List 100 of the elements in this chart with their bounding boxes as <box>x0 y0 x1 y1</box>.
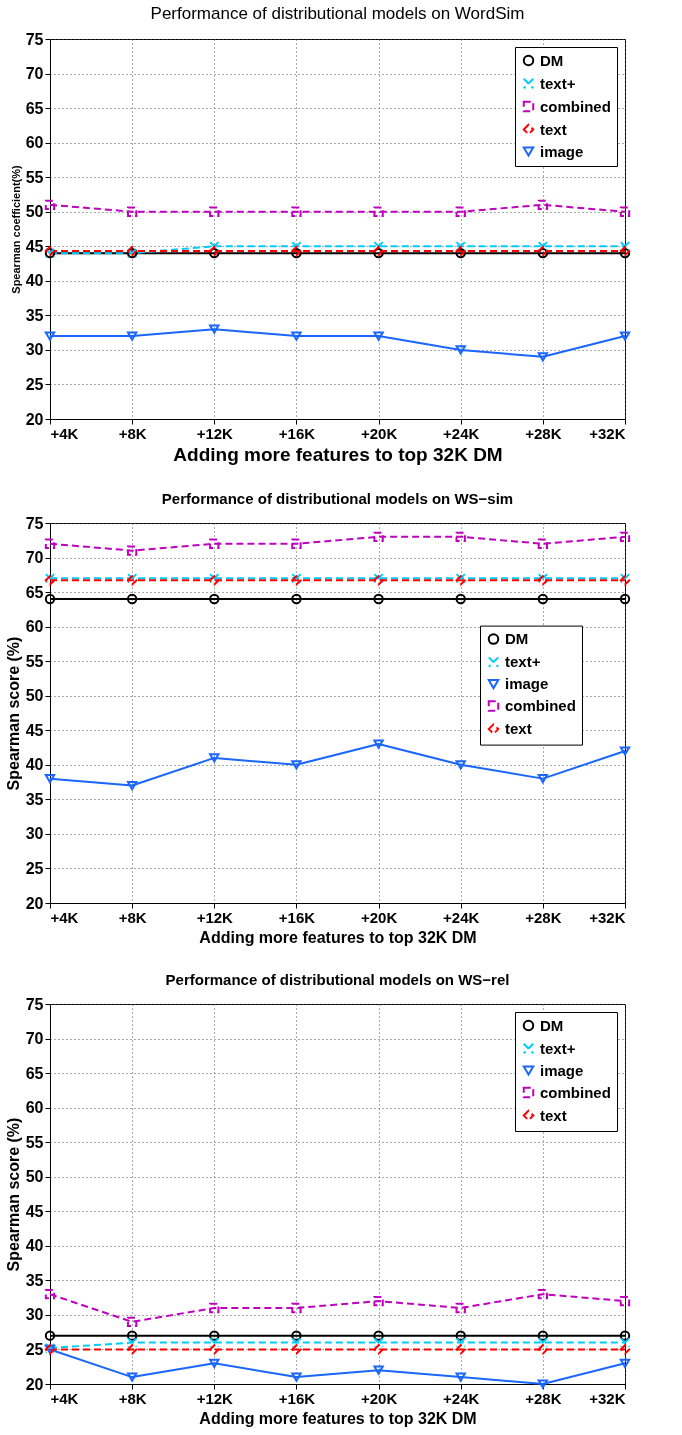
y-axis-title: Spearman coefficient(%) <box>9 164 22 294</box>
point <box>126 1372 138 1382</box>
y-tick-label: 35 <box>25 790 44 808</box>
y-tick-label: 65 <box>25 99 44 117</box>
point <box>373 206 384 217</box>
point <box>373 1365 384 1375</box>
x-tick-label: +4K <box>50 1389 79 1407</box>
point <box>291 1302 302 1314</box>
point <box>537 1289 549 1300</box>
point <box>291 1337 302 1348</box>
point <box>291 206 302 217</box>
point <box>291 538 302 549</box>
point <box>209 206 220 217</box>
x-tick-label: +28K <box>525 908 562 926</box>
chart-title: Performance of distributional models on WordSim <box>150 4 525 23</box>
legend-label: text <box>540 1106 567 1124</box>
point <box>126 1330 138 1341</box>
x-tick-label: +4K <box>50 908 79 926</box>
legend-label: text+ <box>540 74 576 92</box>
point <box>455 345 466 355</box>
point <box>537 774 549 784</box>
y-tick-label: 60 <box>25 1099 44 1117</box>
chart-title: Performance of distributional models on WS−sim <box>161 490 514 507</box>
legend-label: combined <box>540 1083 611 1101</box>
point <box>126 1337 138 1348</box>
point <box>373 531 384 542</box>
point <box>619 1295 631 1307</box>
point <box>291 1344 302 1355</box>
y-tick-label: 50 <box>25 687 44 705</box>
point <box>126 206 138 217</box>
x-tick-label: +16K <box>278 424 316 442</box>
x-axis-title: Adding more features to top 32K DM <box>173 443 503 465</box>
y-tick-label: 75 <box>25 514 44 532</box>
y-tick-label: 65 <box>25 583 44 601</box>
chart-title: Performance of distributional models on WS−rel <box>165 971 510 988</box>
point <box>209 1337 220 1348</box>
point <box>44 774 56 784</box>
point <box>619 1330 631 1341</box>
y-tick-label: 25 <box>25 1340 44 1358</box>
point <box>455 241 466 252</box>
point <box>455 1372 466 1382</box>
point <box>209 593 220 605</box>
x-tick-label: +20K <box>360 1389 398 1407</box>
point <box>537 1379 549 1389</box>
x-tick-label: +32K <box>589 908 626 926</box>
point <box>537 538 549 549</box>
point <box>455 1337 466 1348</box>
point <box>619 206 631 217</box>
x-tick-label: +24K <box>443 908 480 926</box>
legend-label: DM <box>540 51 564 69</box>
point <box>126 545 138 556</box>
point <box>537 199 549 210</box>
y-tick-label: 60 <box>25 134 44 152</box>
y-tick-label: 70 <box>25 1030 44 1048</box>
y-tick-label: 30 <box>25 825 44 843</box>
point <box>373 1344 384 1355</box>
legend-label: image <box>505 675 549 693</box>
point <box>126 780 138 791</box>
point <box>373 1337 384 1348</box>
legend-label: combined <box>505 697 576 715</box>
point <box>209 1302 220 1314</box>
x-tick-label: +24K <box>443 1389 480 1407</box>
point <box>209 1344 220 1355</box>
y-tick-label: 35 <box>25 306 44 324</box>
point <box>291 760 302 770</box>
x-tick-label: +4K <box>50 424 79 442</box>
y-tick-label: 40 <box>25 272 44 290</box>
x-tick-label: +28K <box>525 1389 562 1407</box>
point <box>44 1330 56 1341</box>
x-axis-title: Adding more features to top 32K DM <box>199 928 477 946</box>
point <box>619 746 631 756</box>
y-tick-label: 45 <box>25 1202 44 1220</box>
point <box>619 593 631 605</box>
point <box>44 593 56 605</box>
y-tick-label: 55 <box>25 1133 44 1151</box>
point <box>373 1330 384 1341</box>
point <box>209 324 220 334</box>
point <box>44 331 56 341</box>
legend-label: text+ <box>505 653 541 671</box>
x-tick-label: +8K <box>118 424 147 442</box>
x-tick-label: +16K <box>278 1389 316 1407</box>
x-tick-label: +32K <box>589 424 626 442</box>
x-tick-label: +12K <box>196 1389 234 1407</box>
point <box>373 739 384 749</box>
y-tick-label: 75 <box>25 30 44 48</box>
x-tick-label: +12K <box>196 424 234 442</box>
y-tick-label: 20 <box>25 1375 44 1393</box>
y-axis-title: Spearman score (%) <box>4 636 22 791</box>
point <box>291 241 302 252</box>
point <box>619 241 631 252</box>
point <box>455 531 466 542</box>
y-tick-label: 35 <box>25 1271 44 1289</box>
point <box>126 1316 138 1327</box>
point <box>44 199 56 210</box>
y-tick-label: 55 <box>25 168 44 186</box>
legend-label: image <box>540 1061 584 1079</box>
y-tick-label: 20 <box>25 894 44 912</box>
point <box>126 593 138 605</box>
point <box>537 1337 549 1348</box>
y-tick-label: 50 <box>25 203 44 221</box>
